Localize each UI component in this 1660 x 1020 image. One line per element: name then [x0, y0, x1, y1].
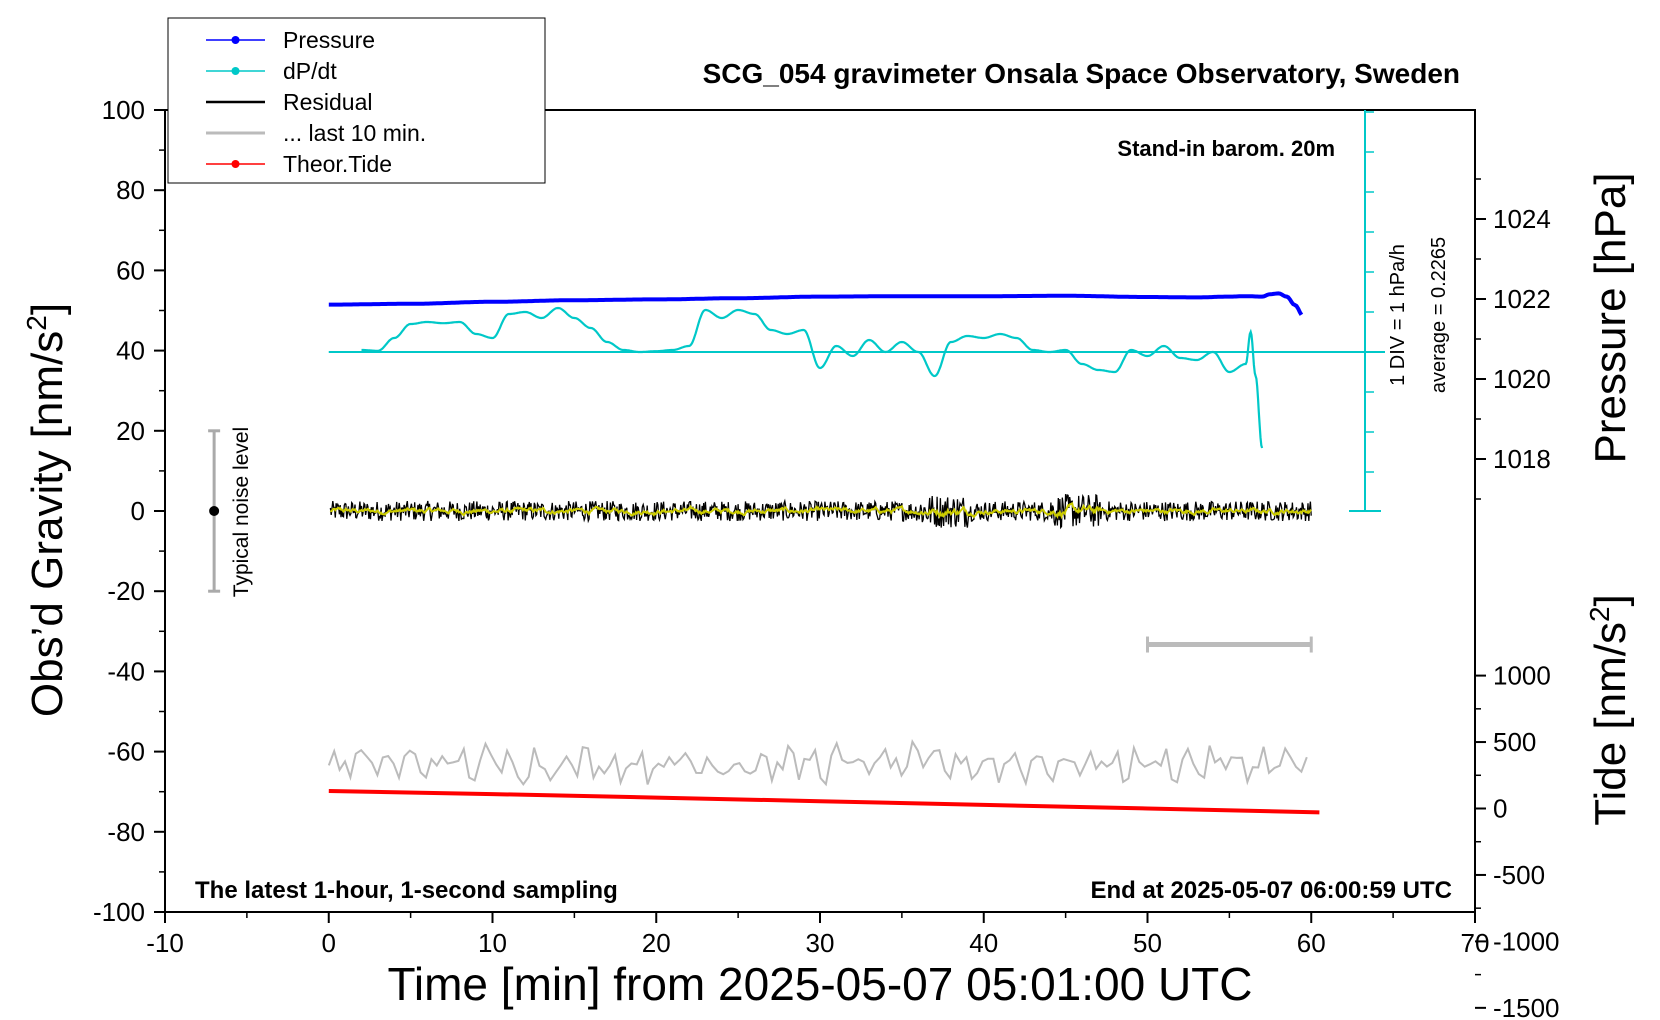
- x-tick-label: 40: [969, 928, 998, 958]
- pressure-tick-label: 1022: [1493, 284, 1551, 314]
- dpdt-rate-label: 1 DIV = 1 hPa/h: [1387, 244, 1409, 386]
- y-axis-label: Obs’d Gravity [nm/s2]: [21, 303, 72, 717]
- y-tick-label: 20: [116, 416, 145, 446]
- dpdt-scale-ticks: [1349, 111, 1381, 512]
- y-tick-label: -60: [107, 737, 145, 767]
- legend-label: Residual: [283, 89, 373, 115]
- y-tick-label: 60: [116, 255, 145, 285]
- dpdt-average-label: average = 0.2265: [1428, 237, 1450, 393]
- y-axis-pressure: 1018 1020 1022 1024: [1475, 178, 1551, 500]
- x-tick-label: 30: [806, 928, 835, 958]
- legend-box: [167, 17, 546, 184]
- x-tick-label: 10: [478, 928, 507, 958]
- series-residual-smoothed: [329, 501, 1312, 520]
- series-dpdt: [361, 306, 1264, 449]
- x-tick-label: 60: [1297, 928, 1326, 958]
- stand-in-note: Stand-in barom. 20m: [1117, 136, 1335, 161]
- y-tick-label: -100: [93, 897, 145, 927]
- x-tick-label: 50: [1133, 928, 1162, 958]
- tide-tick-label: 0: [1493, 794, 1507, 824]
- legend-label: Theor.Tide: [283, 151, 392, 177]
- y-tick-label: 100: [102, 95, 145, 125]
- series-last-10-min: [327, 739, 1308, 787]
- tide-tick-label: 1000: [1493, 661, 1551, 691]
- y-tick-label: 80: [116, 175, 145, 205]
- footer-right-note: End at 2025-05-07 06:00:59 UTC: [1091, 877, 1453, 904]
- pressure-tick-label: 1020: [1493, 364, 1551, 394]
- tide-tick-label: 500: [1493, 727, 1536, 757]
- legend-marker: [231, 67, 240, 75]
- tide-axis-label: Tide [nm/s2]: [1584, 594, 1635, 826]
- pressure-tick-label: 1024: [1493, 204, 1551, 234]
- y-axis-tide: -1500 -1000 -500 0 500 1000: [1475, 661, 1560, 1020]
- x-tick-label: 0: [322, 928, 336, 958]
- legend: Pressure dP/dt Residual ... last 10 min. The…: [167, 17, 546, 184]
- tide-span-bar: [1146, 636, 1313, 653]
- series-pressure: [328, 291, 1304, 316]
- pressure-tick-label: 1018: [1493, 444, 1551, 474]
- legend-label: ... last 10 min.: [283, 120, 426, 146]
- y-tick-label: -80: [107, 817, 145, 847]
- legend-label: dP/dt: [283, 58, 337, 84]
- noise-level-label: Typical noise level: [230, 427, 253, 597]
- tide-tick-label: -1000: [1493, 926, 1560, 956]
- y-tick-label: -20: [107, 576, 145, 606]
- x-axis: -10 0 10 20 30 40 50 60 70: [146, 912, 1489, 958]
- legend-marker: [231, 160, 240, 168]
- pressure-axis-label: Pressure [hPa]: [1586, 172, 1635, 463]
- y-tick-label: 40: [116, 336, 145, 366]
- x-tick-label: 20: [642, 928, 671, 958]
- legend-label: Pressure: [283, 27, 375, 53]
- chart-title: SCG_054 gravimeter Onsala Space Observat…: [703, 58, 1460, 89]
- y-tick-label: -40: [107, 656, 145, 686]
- footer-left-note: The latest 1-hour, 1-second sampling: [195, 877, 618, 904]
- y-axis-gravity: -100 -80 -60 -40 -20 0 20 40 60 80 100: [93, 95, 165, 927]
- x-tick-label: 70: [1461, 928, 1490, 958]
- x-tick-label: -10: [146, 928, 184, 958]
- y-tick-label: 0: [131, 496, 145, 526]
- tide-tick-label: -1500: [1493, 993, 1560, 1020]
- x-axis-label: Time [min] from 2025-05-07 05:01:00 UTC: [388, 958, 1253, 1010]
- noise-level-indicator: Typical noise level: [208, 427, 253, 597]
- tide-tick-label: -500: [1493, 860, 1545, 890]
- series-theor-tide: [328, 789, 1320, 815]
- noise-level-dot: [209, 506, 220, 516]
- legend-marker: [231, 36, 240, 44]
- series-residual: [329, 493, 1312, 530]
